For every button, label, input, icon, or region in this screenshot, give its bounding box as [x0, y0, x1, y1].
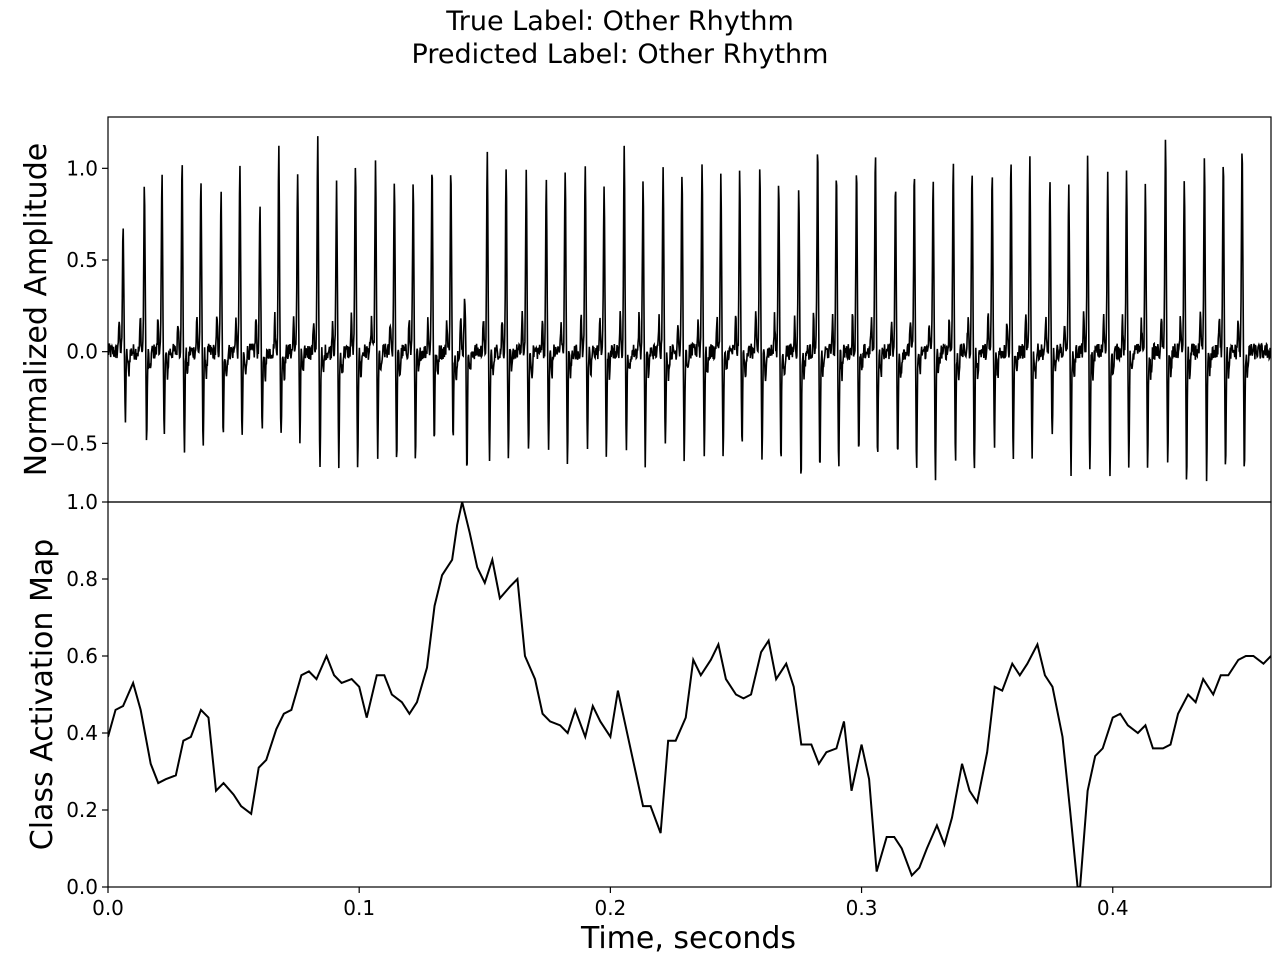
amplitude-ytick-label-0: −0.5: [49, 431, 98, 455]
activation-ylabel: Class Activation Map: [25, 539, 60, 851]
activation-xtick-label-4: 0.4: [1097, 896, 1129, 920]
activation-xtick-label-2: 0.2: [594, 896, 626, 920]
activation-xtick-label-1: 0.1: [343, 896, 375, 920]
amplitude-ytick-label-3: 1.0: [66, 156, 98, 180]
amplitude-ytick-label-1: 0.0: [66, 340, 98, 364]
amplitude-ylabel: Normalized Amplitude: [19, 143, 54, 476]
figure-title-true-label: True Label: Other Rhythm: [446, 6, 794, 37]
activation-line: [108, 502, 1271, 887]
activation-ytick-label-1: 0.2: [66, 798, 98, 822]
activation-xtick-label-3: 0.3: [846, 896, 878, 920]
activation-xtick-label-0: 0.0: [92, 896, 124, 920]
activation-ytick-label-5: 1.0: [66, 490, 98, 514]
amplitude-ytick-label-2: 0.5: [66, 248, 98, 272]
figure-title-predicted-label: Predicted Label: Other Rhythm: [411, 39, 829, 70]
activation-xlabel: Time, seconds: [580, 921, 796, 956]
activation-axes-frame: [107, 501, 1272, 888]
ecg-signal-line: [108, 136, 1271, 482]
amplitude-panel: −0.5 0.0 0.5 1.0 Normalized Amplitude: [19, 116, 1272, 503]
amplitude-axes-frame: [107, 116, 1272, 503]
activation-ytick-label-2: 0.4: [66, 721, 98, 745]
activation-ytick-label-3: 0.6: [66, 644, 98, 668]
activation-ytick-label-0: 0.0: [66, 875, 98, 899]
activation-ytick-label-4: 0.8: [66, 567, 98, 591]
